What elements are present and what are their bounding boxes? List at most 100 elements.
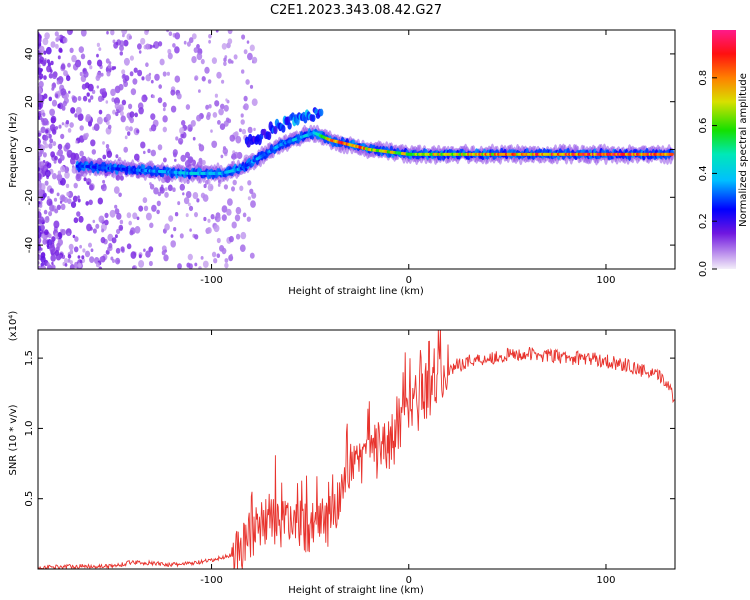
- noise-speck: [38, 80, 44, 88]
- noise-speck: [137, 43, 142, 50]
- noise-speck: [194, 262, 198, 267]
- noise-speck: [181, 120, 186, 126]
- noise-speck: [85, 201, 89, 206]
- noise-speck: [47, 239, 53, 246]
- noise-speck: [49, 138, 54, 144]
- noise-speck: [47, 196, 50, 200]
- noise-speck: [108, 61, 112, 65]
- x-tick-label: 0: [406, 275, 412, 286]
- noise-speck: [115, 111, 119, 117]
- noise-speck: [67, 254, 72, 259]
- noise-speck: [164, 223, 170, 231]
- noise-speck: [100, 236, 106, 244]
- noise-speck: [207, 183, 214, 192]
- noise-speck: [159, 58, 165, 66]
- spectrogram-axes: -100 0 100 -40 -20 0 20 40: [24, 30, 675, 286]
- noise-speck: [174, 46, 180, 54]
- noise-speck: [48, 133, 52, 139]
- noise-speck: [194, 212, 198, 218]
- colorbar-tick-label: 0.4: [698, 165, 709, 181]
- noise-speck: [59, 39, 63, 43]
- noise-speck: [119, 110, 124, 116]
- noise-speck: [62, 100, 67, 107]
- noise-speck: [231, 221, 237, 229]
- noise-speck: [67, 30, 73, 36]
- noise-speck: [247, 180, 252, 186]
- y-tick-label: 40: [24, 48, 35, 61]
- noise-speck: [57, 170, 62, 175]
- noise-speck: [179, 183, 185, 191]
- noise-speck: [196, 52, 203, 61]
- noise-speck: [124, 135, 128, 140]
- noise-speck: [122, 73, 126, 79]
- noise-speck: [174, 158, 177, 162]
- noise-speck: [211, 251, 217, 258]
- noise-speck: [119, 219, 124, 225]
- noise-speck: [128, 220, 132, 226]
- noise-speck: [140, 37, 146, 45]
- noise-speck: [185, 151, 190, 159]
- noise-speck: [141, 94, 148, 103]
- noise-speck: [64, 171, 70, 179]
- noise-speck: [89, 184, 94, 191]
- noise-speck: [97, 95, 103, 103]
- noise-speck: [136, 216, 140, 221]
- noise-speck: [145, 43, 151, 50]
- noise-speck: [194, 234, 199, 240]
- noise-speck: [204, 179, 209, 185]
- noise-speck: [132, 212, 138, 220]
- noise-speck: [246, 40, 250, 44]
- noise-speck: [85, 132, 89, 138]
- noise-speck: [192, 136, 196, 141]
- x-tick-label: 100: [596, 575, 615, 586]
- noise-speck: [98, 47, 102, 51]
- noise-speck: [52, 129, 57, 135]
- noise-speck: [176, 93, 182, 100]
- noise-speck: [73, 246, 79, 253]
- noise-speck: [130, 88, 137, 96]
- noise-speck: [42, 118, 49, 126]
- noise-speck: [210, 129, 213, 133]
- noise-speck: [182, 192, 185, 196]
- noise-speck: [129, 111, 135, 118]
- noise-speck: [138, 107, 144, 115]
- noise-speck: [148, 72, 152, 76]
- noise-speck: [214, 100, 219, 107]
- noise-speck: [104, 219, 109, 226]
- noise-speck: [87, 181, 90, 185]
- noise-speck: [102, 88, 106, 93]
- noise-speck: [84, 250, 91, 258]
- noise-speck: [38, 93, 43, 102]
- noise-speck: [40, 225, 45, 231]
- noise-speck: [144, 30, 149, 36]
- noise-speck: [137, 69, 143, 77]
- y-tick-label: 0.5: [24, 491, 35, 507]
- noise-speck: [206, 227, 212, 234]
- snr-marks: [38, 330, 675, 569]
- noise-speck: [49, 188, 53, 193]
- noise-speck: [81, 255, 85, 260]
- noise-speck: [191, 56, 197, 64]
- noise-speck: [156, 209, 160, 215]
- spectrogram-marks: [38, 30, 675, 269]
- noise-speck: [57, 35, 61, 39]
- noise-speck: [216, 237, 221, 244]
- noise-speck: [75, 61, 81, 68]
- noise-speck: [162, 115, 168, 123]
- noise-speck: [42, 152, 47, 158]
- noise-speck: [231, 153, 237, 160]
- noise-speck: [224, 258, 229, 263]
- noise-speck: [187, 202, 191, 207]
- noise-speck: [174, 212, 179, 217]
- y-tick-label: 1.0: [24, 420, 35, 436]
- noise-speck: [243, 49, 248, 55]
- noise-speck: [211, 140, 218, 148]
- noise-speck: [167, 52, 173, 60]
- noise-speck: [134, 153, 140, 161]
- noise-speck: [69, 264, 75, 269]
- noise-speck: [150, 149, 156, 157]
- noise-speck: [129, 230, 134, 236]
- noise-speck: [170, 234, 174, 238]
- noise-speck: [98, 215, 105, 223]
- noise-speck: [157, 97, 163, 104]
